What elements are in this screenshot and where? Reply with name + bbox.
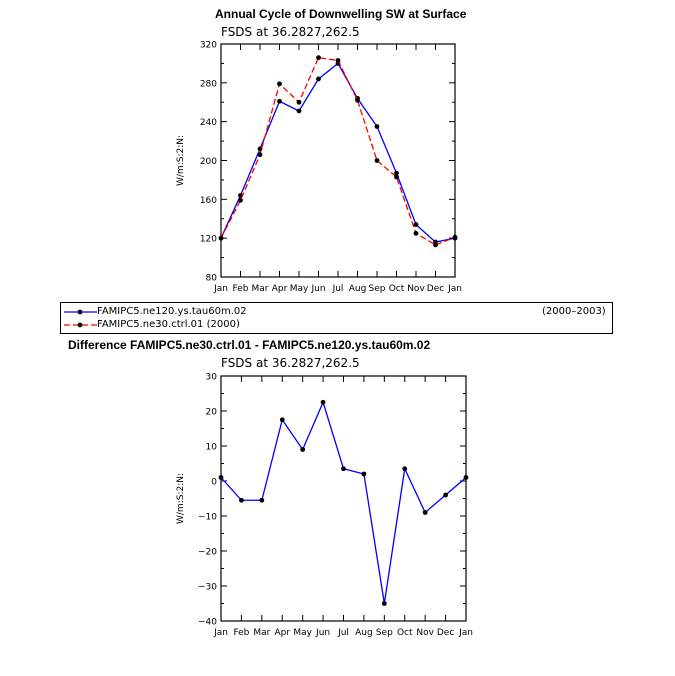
chart-0-series-1-point-10 — [413, 230, 419, 236]
chart-0-ytick-label-5: 280 — [200, 79, 217, 89]
chart-1-ylabel: W/m:S:2:N: — [176, 473, 186, 524]
chart-1-series-0-point-6 — [341, 466, 346, 472]
chart-1-ytick-label-5: 10 — [206, 443, 218, 453]
legend-entry-2-name: FAMIPC5.ne30.ctrl.01 — [97, 319, 204, 330]
chart-0-series-1-point-2 — [257, 152, 263, 158]
chart-0-series-1-point-8 — [374, 158, 380, 163]
legend-entry-1-label: FAMIPC5.ne120.ys.tau60m.02 — [97, 306, 247, 317]
chart-1-series-0-point-9 — [402, 466, 408, 472]
chart-1-xtick-label-11: Dec — [437, 628, 454, 638]
chart-0-series-1-point-4 — [296, 99, 302, 105]
chart-0-series-0-line — [220, 62, 456, 243]
chart-0-series-1-point-0 — [218, 235, 224, 241]
chart-0-series-0-point-9 — [394, 170, 399, 176]
chart-1-series-0-point-0 — [218, 475, 224, 480]
chart-0-ytick-label-2: 160 — [200, 196, 217, 206]
chart-0-xtick-label-3: Apr — [272, 284, 288, 294]
chart-0-xtick-label-6: Jul — [332, 284, 344, 294]
chart-1-xtick-label-10: Nov — [416, 628, 434, 638]
chart-0-ytick-label-0: 80 — [206, 274, 218, 284]
chart-0-series-0-point-5 — [316, 76, 321, 82]
chart-0-xtick-label-2: Mar — [252, 284, 269, 294]
chart-0-series-0-point-2 — [257, 146, 263, 152]
chart-0-ytick-label-1: 120 — [200, 235, 217, 245]
chart-0-series-0-point-8 — [374, 124, 380, 129]
chart-0-xtick-label-8: Sep — [369, 284, 386, 294]
chart-0-frame — [220, 43, 456, 278]
chart-0-series-0-point-10 — [413, 222, 419, 227]
chart-1-series-0-point-3 — [279, 417, 285, 423]
chart-0-series-1-point-7 — [355, 97, 360, 103]
chart-1-xtick-label-2: Mar — [253, 628, 270, 638]
legend-entry-1-marker — [77, 309, 83, 315]
bottom-chart-title: Difference FAMIPC5.ne30.ctrl.01 - FAMIPC… — [68, 338, 431, 352]
top-chart-title: Annual Cycle of Downwelling SW at Surfac… — [215, 7, 467, 21]
chart-1-xtick-label-1: Feb — [233, 628, 249, 638]
chart-1-series-0-point-12 — [463, 475, 469, 480]
chart-1-ytick-label-3: −10 — [198, 513, 217, 523]
chart-1-series-0-point-7 — [361, 471, 367, 477]
legend — [60, 302, 613, 334]
chart-1-ytick-label-6: 20 — [206, 408, 218, 418]
chart-1-series-0-point-11 — [443, 492, 448, 498]
chart-1-xtick-label-7: Aug — [355, 628, 373, 638]
chart-0-xtick-label-10: Nov — [407, 284, 425, 294]
chart-0-series-1-point-1 — [238, 197, 243, 203]
chart-0-xtick-label-9: Oct — [389, 284, 405, 294]
chart-1-ytick-label-4: 0 — [211, 478, 217, 488]
chart-1-xtick-label-3: Apr — [274, 628, 290, 638]
chart-1-xtick-label-12: Jan — [458, 628, 473, 638]
chart-1-ytick-label-7: 30 — [206, 373, 218, 383]
chart-1-xtick-label-9: Oct — [397, 628, 413, 638]
chart-0-series-1-point-5 — [316, 55, 321, 60]
chart-0-xtick-label-1: Feb — [233, 284, 249, 294]
chart-0-series-1-point-6 — [335, 58, 341, 63]
chart-0-xtick-label-11: Dec — [427, 284, 444, 294]
chart-0-ylabel: W/m:S:2:N: — [176, 135, 186, 186]
chart-1-xtick-label-8: Sep — [376, 628, 393, 638]
top-chart-subtitle: FSDS at 36.2827,262.5 — [221, 25, 360, 39]
chart-0-ytick-label-4: 240 — [200, 118, 217, 128]
chart-1-ytick-label-1: −30 — [198, 583, 217, 593]
chart-1-ytick-label-0: −40 — [198, 618, 217, 628]
chart-1-series-0-point-5 — [320, 399, 326, 405]
legend-entry-2-period: (2000) — [206, 319, 240, 330]
chart-0-series-1-point-3 — [277, 81, 282, 87]
chart-0-xtick-label-0: Jan — [213, 284, 228, 294]
chart-1-frame — [220, 375, 467, 622]
chart-0-series-1-point-12 — [452, 234, 458, 240]
chart-1-xtick-label-0: Jan — [213, 628, 228, 638]
chart-1-series-0-point-1 — [239, 497, 244, 503]
chart-1-series-0-line — [220, 400, 467, 604]
chart-0-xtick-label-5: Jun — [310, 284, 325, 294]
chart-1-xtick-label-6: Jul — [337, 628, 349, 638]
chart-0-series-1-point-9 — [394, 174, 399, 180]
bottom-chart-subtitle: FSDS at 36.2827,262.5 — [221, 356, 360, 370]
chart-1-series-0-point-2 — [259, 497, 265, 503]
legend-entry-2-marker — [77, 322, 83, 328]
chart-1-ytick-label-2: −20 — [198, 548, 217, 558]
chart-1-series-0-point-10 — [422, 510, 428, 515]
chart-0-series-0-point-3 — [277, 98, 282, 104]
chart-0-xtick-label-12: Jan — [447, 284, 462, 294]
chart-1-series-0-point-8 — [381, 601, 387, 606]
legend-entry-1-period: (2000–2003) — [542, 306, 606, 317]
chart-1-series-0-point-4 — [300, 447, 306, 452]
chart-0-series-0-point-4 — [296, 108, 302, 114]
chart-0-xtick-label-7: Aug — [349, 284, 367, 294]
legend-entry-2-label: FAMIPC5.ne30.ctrl.01 (2000) — [97, 319, 240, 330]
chart-0-xtick-label-4: May — [290, 284, 309, 294]
chart-1-xtick-label-4: May — [293, 628, 312, 638]
chart-0-ytick-label-6: 320 — [200, 41, 217, 51]
chart-0-ytick-label-3: 200 — [200, 157, 217, 167]
chart-1-xtick-label-5: Jun — [315, 628, 330, 638]
chart-0-series-1-line — [220, 56, 456, 246]
chart-0-series-1-point-11 — [433, 242, 438, 248]
